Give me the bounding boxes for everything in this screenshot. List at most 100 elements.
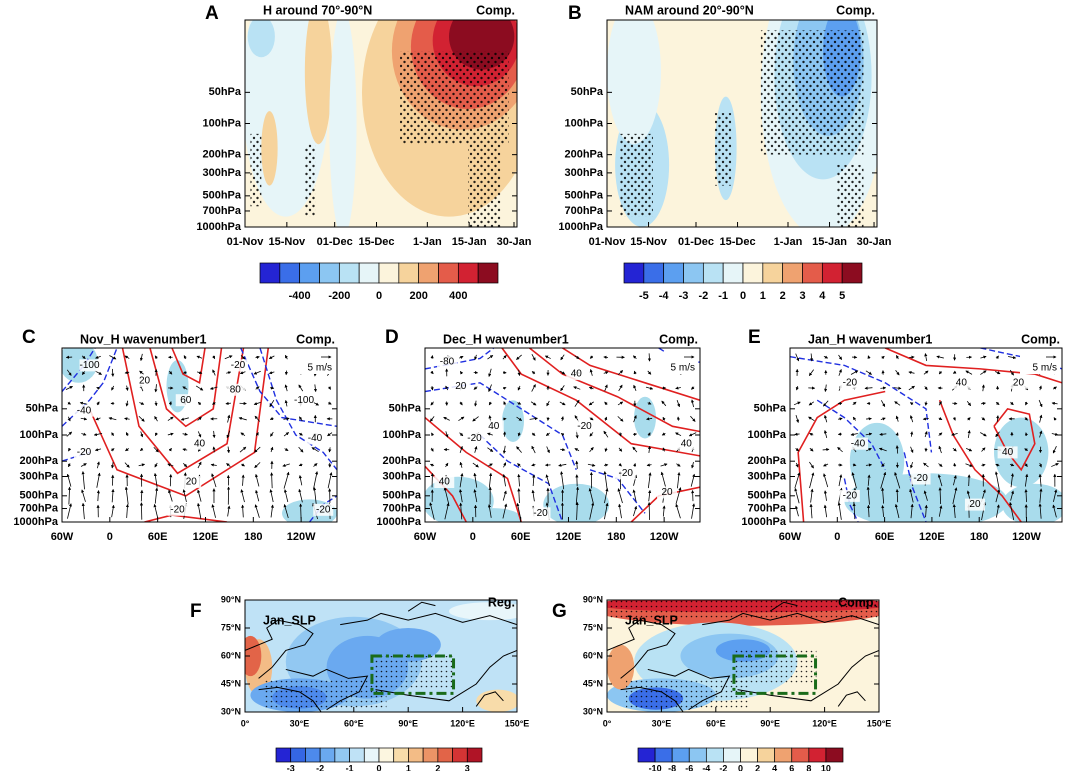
wind-vector [633, 463, 637, 467]
contour-label: -20 [316, 504, 331, 515]
contour-label: 20 [969, 499, 981, 510]
wind-vector [284, 399, 288, 407]
colorbar-label: 10 [821, 763, 831, 771]
colorbar-label: -2 [698, 290, 708, 302]
wind-vector [474, 446, 478, 453]
panel: -100 -40 20 60 80 40 20 -20 -20 -100 -40 -20 -20 5 m/… [13, 327, 338, 543]
contour-label-bg [74, 404, 94, 417]
y-tick-label: 45°N [221, 678, 241, 688]
y-tick-label: 1000hPa [741, 516, 787, 528]
wind-vector [924, 430, 928, 438]
wind-vector [981, 447, 986, 452]
wind-vector [589, 355, 594, 359]
colorbar-box [466, 747, 483, 763]
wind-vector [283, 417, 290, 421]
wind-vector [254, 473, 260, 487]
colorbar-box [702, 262, 724, 284]
x-tick-label: 15-Jan [452, 236, 487, 248]
panel-tag: Comp. [659, 332, 698, 346]
wind-vector [269, 416, 274, 420]
wind-vector [952, 417, 956, 421]
x-tick-label: 90°E [760, 718, 780, 728]
wind-vector [952, 401, 958, 405]
panel-tag: Comp. [836, 3, 875, 17]
x-tick-label: 60E [511, 531, 531, 543]
x-tick-label: 60E [148, 531, 168, 543]
panel-tag: Comp. [838, 595, 877, 609]
wind-vector [487, 355, 494, 360]
contour-label-bg [434, 475, 455, 488]
wind-vector [197, 401, 202, 406]
stipple [607, 600, 879, 618]
contour-label: 40 [956, 377, 968, 388]
y-tick-label: 30°N [221, 706, 241, 716]
ref-bg [1020, 352, 1060, 374]
shading [247, 20, 275, 58]
contour-negative [816, 399, 886, 471]
colorbar-label: -4 [659, 290, 670, 302]
wind-vector [691, 503, 696, 519]
wind-vector [472, 416, 479, 422]
y-tick-label: 500hPa [747, 490, 786, 502]
colorbar-label: 2 [755, 763, 760, 771]
wind-vector [254, 462, 261, 469]
contour-label: -40 [851, 438, 866, 449]
coastline [620, 686, 684, 712]
y-tick-label: 45°N [583, 678, 603, 688]
contour-positive [88, 348, 270, 497]
wind-vector [270, 446, 274, 453]
wind-vector [995, 431, 1000, 438]
wind-vector [268, 355, 275, 359]
wind-vector [996, 415, 1000, 423]
wind-vector [558, 463, 567, 467]
wind-vector [124, 486, 129, 505]
y-tick-label: 200hPa [19, 455, 58, 467]
wind-vector [587, 463, 596, 467]
contour-positive [501, 348, 700, 457]
contour-positive [121, 348, 245, 475]
wind-vector [154, 384, 158, 393]
panel: B NAM around 20°-90°N Comp.01-Nov 15-Nov 01-… [558, 3, 891, 302]
wind-vector [517, 401, 522, 405]
wind-vector [995, 488, 1001, 503]
wind-vector [125, 400, 129, 407]
wind-vector [838, 354, 843, 360]
wind-vector [808, 401, 815, 406]
contour-label: -40 [308, 433, 323, 444]
wind-vector [517, 473, 521, 487]
wind-vector [81, 471, 85, 490]
colorbar-box [740, 747, 758, 763]
wind-vector [965, 370, 973, 375]
wind-vector [239, 371, 246, 375]
wind-vector [910, 446, 914, 454]
wind-vector [111, 432, 115, 437]
wind-vector [573, 386, 581, 390]
wind-vector [909, 355, 915, 359]
wind-vector [211, 473, 217, 488]
wind-vector [473, 489, 478, 503]
wind-vector [502, 490, 507, 501]
wind-vector [560, 416, 564, 422]
colorbar-label: -3 [679, 290, 689, 302]
wind-vector [967, 474, 971, 487]
wind-vector [313, 471, 319, 490]
wind-vector [93, 432, 103, 437]
contour-label-bg [313, 503, 334, 516]
wind-vector [96, 472, 101, 488]
wind-vector [298, 384, 304, 392]
contour-label-bg [839, 376, 860, 389]
wind-vector [209, 386, 218, 390]
wind-vector [938, 370, 943, 375]
wind-vector [908, 385, 915, 391]
stipple [620, 133, 653, 217]
shading [1002, 483, 1062, 522]
wind-vector [241, 463, 245, 467]
wind-vector [282, 463, 290, 467]
wind-vector [603, 371, 609, 375]
colorbar-label: 3 [465, 763, 470, 771]
wind-vector [1038, 503, 1042, 519]
wind-vector [67, 503, 72, 519]
wind-vector [952, 503, 956, 518]
wind-vector [938, 487, 942, 504]
wind-vector [67, 416, 71, 422]
